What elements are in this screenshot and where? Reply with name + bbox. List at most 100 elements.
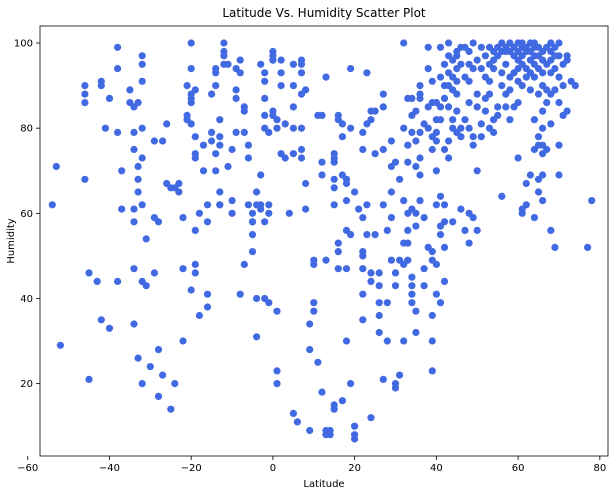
- data-point: [445, 103, 453, 111]
- y-tick-label: 40: [20, 294, 33, 305]
- data-point: [302, 179, 310, 188]
- data-point: [498, 69, 506, 77]
- x-tick-label: 60: [512, 463, 525, 474]
- data-point: [428, 367, 436, 375]
- x-tick-label: 80: [593, 463, 606, 474]
- data-point: [367, 414, 375, 422]
- data-point: [485, 77, 494, 85]
- data-point: [424, 124, 432, 132]
- x-tick-label: −40: [99, 463, 120, 474]
- data-point: [338, 133, 346, 141]
- data-point: [273, 116, 281, 124]
- data-point: [416, 128, 424, 136]
- data-point: [265, 128, 273, 136]
- data-point: [52, 162, 60, 171]
- data-point: [236, 56, 244, 64]
- data-point: [265, 209, 273, 217]
- data-point: [506, 86, 514, 94]
- data-points: [48, 39, 596, 443]
- data-point: [404, 141, 412, 149]
- data-point: [261, 77, 269, 85]
- data-point: [359, 128, 367, 136]
- data-point: [212, 150, 220, 158]
- data-point: [396, 371, 404, 379]
- data-point: [453, 77, 461, 85]
- data-point: [539, 124, 547, 132]
- data-point: [534, 133, 543, 141]
- data-point: [289, 103, 297, 111]
- data-point: [187, 39, 195, 47]
- data-point: [261, 94, 269, 102]
- data-point: [277, 82, 285, 90]
- data-point: [208, 137, 216, 145]
- data-point: [306, 320, 314, 328]
- data-point: [367, 277, 375, 285]
- data-point: [584, 243, 592, 251]
- data-point: [297, 124, 306, 132]
- data-point: [375, 269, 383, 277]
- data-point: [408, 282, 416, 290]
- data-point: [203, 218, 212, 226]
- data-point: [391, 282, 400, 290]
- data-point: [212, 82, 220, 90]
- data-point: [273, 124, 281, 132]
- data-point: [465, 77, 473, 85]
- data-point: [138, 60, 146, 68]
- data-point: [330, 175, 338, 183]
- data-point: [281, 120, 289, 128]
- data-point: [408, 290, 416, 298]
- data-point: [428, 337, 436, 345]
- data-point: [118, 167, 126, 175]
- data-point: [440, 201, 449, 209]
- data-point: [379, 375, 387, 383]
- data-point: [56, 341, 64, 349]
- data-point: [477, 65, 485, 73]
- data-point: [555, 99, 563, 107]
- data-point: [212, 69, 220, 77]
- data-point: [449, 218, 457, 226]
- data-point: [379, 145, 387, 154]
- data-point: [375, 299, 383, 307]
- data-point: [171, 380, 179, 388]
- data-point: [375, 282, 383, 290]
- data-point: [436, 299, 445, 307]
- data-point: [326, 431, 334, 439]
- data-point: [539, 107, 547, 115]
- data-point: [485, 90, 494, 98]
- data-point: [289, 124, 297, 132]
- data-point: [432, 167, 440, 175]
- data-point: [159, 137, 167, 145]
- data-point: [285, 209, 293, 217]
- data-point: [494, 103, 502, 111]
- data-point: [502, 103, 510, 111]
- data-point: [547, 226, 555, 234]
- data-point: [469, 214, 477, 222]
- data-point: [289, 60, 297, 68]
- data-point: [400, 337, 408, 345]
- data-point: [199, 167, 208, 175]
- data-point: [297, 69, 306, 77]
- data-point: [187, 120, 195, 128]
- data-point: [240, 260, 248, 268]
- data-point: [416, 154, 424, 162]
- data-point: [228, 209, 236, 217]
- data-point: [391, 158, 400, 166]
- data-point: [379, 103, 387, 111]
- data-point: [420, 214, 428, 222]
- data-point: [224, 60, 232, 68]
- data-point: [383, 337, 391, 345]
- data-point: [257, 205, 265, 213]
- data-point: [334, 265, 342, 273]
- data-point: [130, 320, 138, 328]
- data-point: [175, 188, 183, 196]
- x-tick-label: 20: [348, 463, 361, 474]
- data-point: [469, 65, 477, 73]
- data-point: [248, 218, 257, 226]
- data-point: [412, 222, 420, 230]
- data-point: [375, 328, 383, 337]
- data-point: [534, 188, 543, 196]
- data-point: [457, 60, 465, 68]
- data-point: [367, 269, 375, 277]
- data-point: [445, 39, 453, 47]
- data-point: [203, 290, 212, 298]
